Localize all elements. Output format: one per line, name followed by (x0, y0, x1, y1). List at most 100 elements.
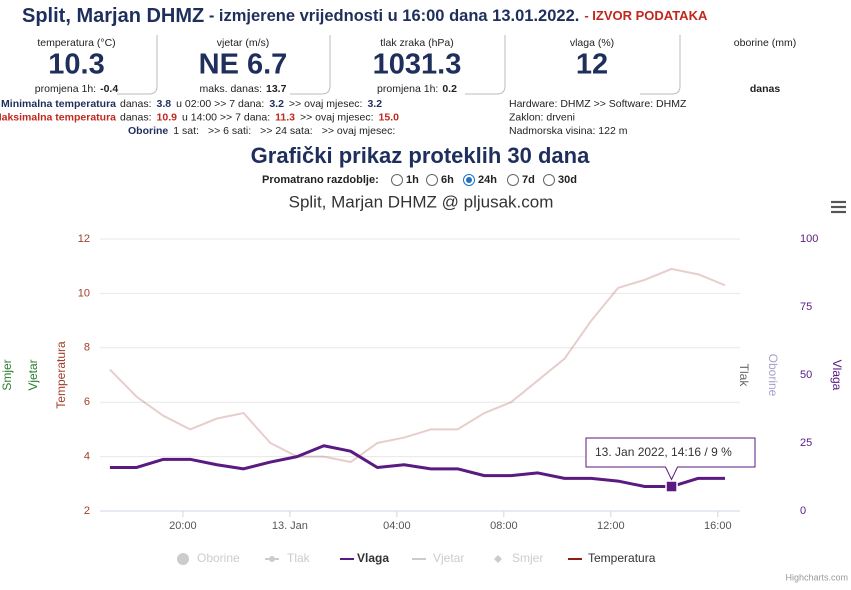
tooltip-marker (665, 480, 678, 493)
axis-title: Vlaga (830, 360, 844, 391)
x-tick-label: 16:00 (704, 520, 732, 532)
source-link[interactable]: - IZVOR PODATAKA (584, 8, 708, 23)
extreme-text: >> ovaj mjesec: (300, 111, 374, 123)
box-note: promjena 1h: -0.4 (35, 83, 119, 95)
box-note: maks. danas: 13.7 (200, 83, 287, 95)
box-border (465, 35, 506, 95)
y-tick-label: 10 (78, 287, 90, 299)
radio-label[interactable]: 30d (558, 174, 577, 186)
precipitation-part: >> 24 sata: (260, 125, 313, 137)
radio-label[interactable]: 24h (478, 174, 497, 186)
axis-title: Temperatura (54, 341, 68, 409)
note-label: maks. danas: (200, 83, 262, 95)
section-title: Grafički prikaz proteklih 30 dana (251, 143, 590, 168)
station-info: Hardware: DHMZ >> Software: DHMZ (509, 98, 687, 110)
box-label: temperatura (°C) (37, 37, 115, 49)
box-label: tlak zraka (hPa) (380, 37, 454, 49)
info: Minimalna temperatura danas: 3.8 u 02:00 >>… (0, 98, 687, 137)
y2-tick-label: 100 (800, 233, 818, 245)
period-selector: Promatrano razdoblje: 1h 6h 24h 7d 30d (262, 174, 577, 186)
axis-title: Oborine (766, 354, 780, 397)
axis-title: Smjer (0, 359, 14, 390)
header: Split, Marjan DHMZ - izmjerene vrijednos… (22, 5, 708, 27)
radio[interactable] (507, 174, 519, 186)
note-label: promjena 1h: (377, 83, 438, 95)
tooltip-box (585, 437, 756, 481)
series-line (109, 267, 726, 464)
legend-item[interactable]: Temperatura (568, 551, 656, 565)
note-label: promjena 1h: (35, 83, 96, 95)
y-tick-label: 8 (84, 342, 90, 354)
extreme-text: u 02:00 >> 7 dana: (176, 98, 264, 110)
radio[interactable] (391, 174, 403, 186)
extreme-row: danas: 10.9 u 14:00 >> 7 dana: 11.3 >> ovaj … (120, 111, 399, 123)
precipitation-part: >> 6 sati: (208, 125, 251, 137)
period-label: Promatrano razdoblje: (262, 174, 379, 186)
legend-label: Vjetar (433, 551, 464, 565)
y2-tick-label: 25 (800, 437, 812, 449)
box-border (117, 35, 158, 95)
legend-label: Smjer (512, 551, 543, 565)
legend-item[interactable]: Vjetar (412, 551, 464, 565)
y-tick-label: 4 (84, 451, 90, 463)
legend-item[interactable]: Oborine (177, 551, 240, 565)
extreme-text: u 14:00 >> 7 dana: (182, 111, 270, 123)
box-note: danas (750, 83, 781, 95)
legend-symbol (177, 553, 189, 565)
note-label: danas (750, 83, 781, 95)
extreme-value: 3.2 (269, 98, 284, 110)
precipitation-label: Oborine (128, 125, 168, 137)
y2-tick-label: 75 (800, 301, 812, 313)
legend-item[interactable]: Tlak (265, 551, 311, 565)
box-border (640, 35, 681, 95)
y2-tick-label: 0 (800, 505, 806, 517)
box-value: 12 (576, 49, 608, 81)
tooltip-text: 13. Jan 2022, 14:16 / 9 % (595, 445, 732, 459)
box-label: vjetar (m/s) (217, 37, 270, 49)
x-tick-label: 04:00 (383, 520, 411, 532)
current-values: temperatura (°C)10.3 promjena 1h: -0.4 vjet… (35, 35, 796, 95)
extreme-label: Maksimalna temperatura (0, 111, 116, 123)
chart: Split, Marjan DHMZ @ pljusak.com 2 4 6 8 10 12… (0, 192, 848, 582)
extreme-label: Minimalna temperatura (1, 98, 116, 110)
subtitle: - izmjerene vrijednosti u 16:00 dana 13.… (204, 7, 579, 25)
legend-label: Tlak (287, 551, 311, 565)
legend-item[interactable]: Vlaga (340, 551, 389, 565)
extreme-text: danas: (120, 98, 152, 110)
credits[interactable]: Highcharts.com (785, 572, 848, 582)
extreme-value: 3.2 (367, 98, 382, 110)
radio[interactable] (426, 174, 438, 186)
box-note: promjena 1h: 0.2 (377, 83, 457, 95)
box-value: NE 6.7 (199, 49, 288, 81)
chart-title: Split, Marjan DHMZ @ pljusak.com (289, 192, 554, 211)
x-tick-label: 13. Jan (272, 520, 308, 532)
box-value: 10.3 (48, 49, 104, 81)
radio-label[interactable]: 7d (522, 174, 535, 186)
y-tick-label: 2 (84, 505, 90, 517)
extreme-value: 3.8 (157, 98, 172, 110)
precipitation-part: >> ovaj mjesec: (322, 125, 396, 137)
y-tick-label: 12 (78, 233, 90, 245)
radio-label[interactable]: 1h (406, 174, 419, 186)
legend-symbol (494, 555, 502, 563)
station-info: Nadmorska visina: 122 m (509, 125, 628, 137)
extreme-value: 10.9 (157, 111, 178, 123)
axis-title: Vjetar (26, 359, 40, 390)
station: Split, Marjan DHMZ (22, 5, 204, 27)
box-value: 1031.3 (373, 49, 462, 81)
legend-item[interactable]: Smjer (494, 551, 543, 565)
note-value: -0.4 (100, 83, 118, 95)
radio-label[interactable]: 6h (441, 174, 454, 186)
radio-dot (466, 177, 472, 183)
y2-tick-label: 50 (800, 369, 812, 381)
x-tick-label: 08:00 (490, 520, 518, 532)
precipitation-part: 1 sat: (173, 125, 199, 137)
menu-icon[interactable] (831, 200, 846, 214)
extreme-text: >> ovaj mjesec: (289, 98, 363, 110)
note-value: 0.2 (442, 83, 457, 95)
radio[interactable] (543, 174, 555, 186)
legend-label: Temperatura (588, 551, 656, 565)
extreme-row: danas: 3.8 u 02:00 >> 7 dana: 3.2 >> ovaj mj… (120, 98, 382, 110)
